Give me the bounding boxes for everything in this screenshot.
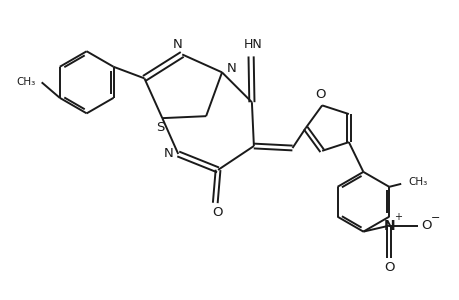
Text: HN: HN	[243, 38, 262, 51]
Text: CH₃: CH₃	[408, 177, 427, 187]
Text: O: O	[383, 261, 394, 274]
Text: N: N	[383, 219, 394, 232]
Text: N: N	[163, 148, 173, 160]
Text: CH₃: CH₃	[17, 77, 36, 87]
Text: +: +	[393, 212, 401, 222]
Text: O: O	[420, 219, 431, 232]
Text: O: O	[314, 88, 325, 101]
Text: N: N	[172, 38, 182, 51]
Text: −: −	[430, 214, 439, 224]
Text: N: N	[226, 62, 236, 75]
Text: O: O	[212, 206, 222, 219]
Text: S: S	[156, 121, 164, 134]
